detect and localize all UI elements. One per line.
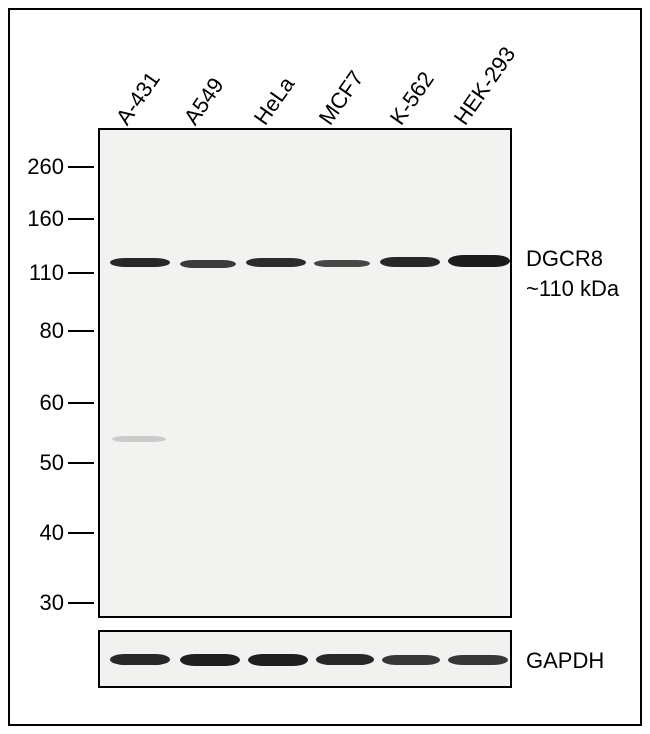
mw-value: 110 <box>18 260 64 286</box>
mw-value: 80 <box>18 318 64 344</box>
target-band <box>380 257 440 267</box>
mw-marker: 40 <box>18 520 94 546</box>
loading-blot-panel <box>98 630 512 688</box>
mw-value: 60 <box>18 390 64 416</box>
lane-label: MCF7 <box>314 66 370 130</box>
target-band <box>180 260 236 268</box>
lane-labels-group: A-431 A549 HeLa MCF7 K-562 HEK-293 <box>110 20 530 130</box>
mw-tick <box>68 462 94 464</box>
mw-marker: 60 <box>18 390 94 416</box>
target-mw-label: ~110 kDa <box>526 276 619 302</box>
target-protein-label: DGCR8 <box>526 246 603 272</box>
lane-label: HEK-293 <box>449 42 522 130</box>
mw-marker: 30 <box>18 590 94 616</box>
mw-tick <box>68 218 94 220</box>
lane-label: HeLa <box>249 72 300 130</box>
mw-value: 160 <box>18 206 64 232</box>
target-band <box>448 255 510 267</box>
mw-tick <box>68 166 94 168</box>
mw-tick <box>68 532 94 534</box>
loading-band <box>448 655 508 665</box>
lane-label: K-562 <box>385 67 440 130</box>
loading-band <box>382 655 440 665</box>
mw-tick <box>68 402 94 404</box>
mw-tick <box>68 272 94 274</box>
faint-band <box>112 436 166 442</box>
mw-value: 40 <box>18 520 64 546</box>
mw-value: 50 <box>18 450 64 476</box>
target-band <box>110 258 170 267</box>
loading-band <box>248 654 308 666</box>
mw-tick <box>68 330 94 332</box>
main-blot-panel <box>98 128 512 618</box>
figure-frame: A-431 A549 HeLa MCF7 K-562 HEK-293 260 1… <box>8 8 642 726</box>
mw-marker: 160 <box>18 206 94 232</box>
mw-value: 30 <box>18 590 64 616</box>
loading-band <box>110 654 170 665</box>
target-band <box>246 258 306 267</box>
mw-tick <box>68 602 94 604</box>
mw-value: 260 <box>18 154 64 180</box>
lane-label: A-431 <box>111 67 166 130</box>
target-band <box>314 260 370 267</box>
loading-band <box>180 654 240 666</box>
mw-marker: 50 <box>18 450 94 476</box>
mw-marker: 260 <box>18 154 94 180</box>
lane-label: A549 <box>179 73 230 130</box>
mw-marker: 80 <box>18 318 94 344</box>
mw-marker: 110 <box>18 260 94 286</box>
loading-protein-label: GAPDH <box>526 648 604 674</box>
loading-band <box>316 654 374 665</box>
